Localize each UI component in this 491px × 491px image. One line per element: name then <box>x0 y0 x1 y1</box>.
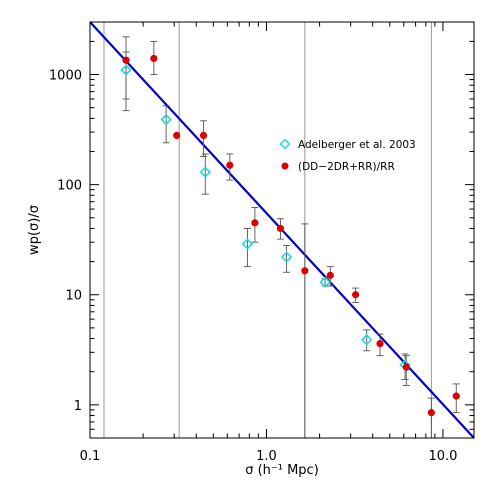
point-diamond-3 <box>241 238 254 250</box>
tick-labels: 0.1 1.0 10.0 1 10 100 1000 <box>49 69 457 464</box>
x-tick-label-2: 10.0 <box>428 449 457 464</box>
point-circle-5 <box>251 219 259 227</box>
legend-item-ddrr: (DD−2DR+RR)/RR <box>281 161 395 173</box>
point-circle-8 <box>326 271 334 279</box>
point-circle-1 <box>150 54 158 63</box>
axis-ticks <box>89 21 474 439</box>
legend-label-adelberger: Adelberger et al. 2003 <box>298 139 416 151</box>
point-circle-9 <box>352 291 360 299</box>
y-tick-label-3: 1000 <box>49 69 82 84</box>
point-diamond-0 <box>120 64 132 76</box>
x-axis-label: σ (h⁻¹ Mpc) <box>245 463 319 478</box>
point-circle-12 <box>427 409 435 417</box>
point-circle-0 <box>122 56 130 64</box>
errorbar-s1-7 <box>301 223 309 438</box>
errorbar-s0-4 <box>283 245 291 273</box>
y-axis-label: wp(σ)/σ <box>27 205 42 255</box>
errorbar-s0-2 <box>201 153 209 195</box>
y-tick-label-2: 100 <box>57 179 82 194</box>
point-circle-13 <box>452 392 460 400</box>
legend-marker-circle <box>281 162 289 170</box>
point-diamond-6 <box>360 334 373 346</box>
point-diamond-1 <box>160 113 172 126</box>
point-circle-6 <box>276 224 285 233</box>
errorbar-s0-6 <box>363 329 371 352</box>
point-circle-11 <box>402 363 410 371</box>
legend: Adelberger et al. 2003 (DD−2DR+RR)/RR <box>279 138 416 173</box>
point-circle-10 <box>376 340 384 348</box>
y-tick-label-1: 10 <box>65 289 82 304</box>
point-circle-4 <box>226 161 234 169</box>
y-tick-label-0: 1 <box>74 399 82 414</box>
point-diamond-5 <box>319 276 331 288</box>
errorbar-s1-0 <box>122 36 130 100</box>
errorbar-s1-12 <box>427 397 435 438</box>
point-circle-7 <box>301 267 309 275</box>
x-tick-label-1: 1.0 <box>256 449 277 464</box>
point-diamond-2 <box>199 166 211 178</box>
data-markers <box>120 54 460 417</box>
legend-marker-diamond <box>279 138 291 150</box>
point-diamond-4 <box>280 251 293 263</box>
point-circle-3 <box>199 131 208 140</box>
legend-item-adelberger: Adelberger et al. 2003 <box>279 138 416 151</box>
x-tick-label-0: 0.1 <box>80 449 101 464</box>
plot-frame <box>89 21 475 439</box>
point-circle-2 <box>173 131 181 140</box>
legend-label-ddrr: (DD−2DR+RR)/RR <box>298 161 395 173</box>
